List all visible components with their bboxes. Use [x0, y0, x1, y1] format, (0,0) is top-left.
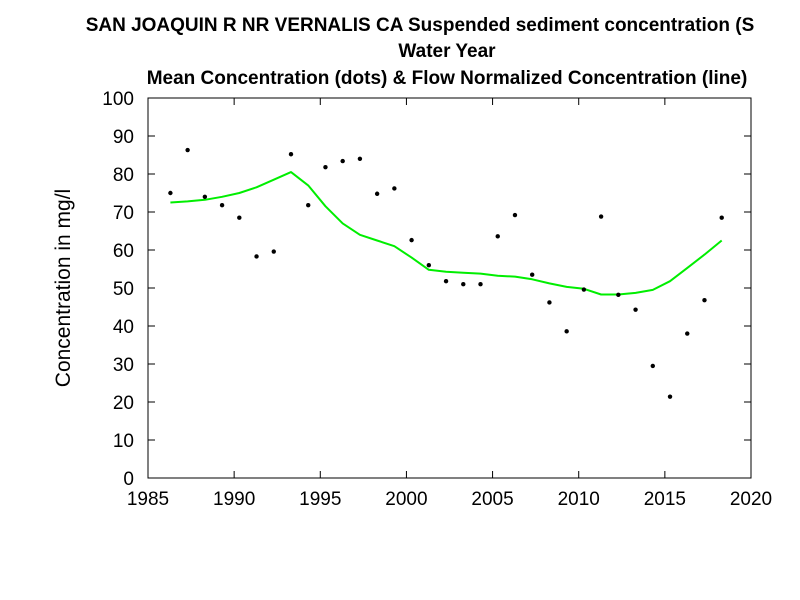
- mean-concentration-point: [288, 152, 294, 157]
- chart-title: SAN JOAQUIN R NR VERNALIS CA Suspended s…: [86, 15, 755, 36]
- mean-concentration-point: [443, 278, 449, 284]
- mean-concentration-point: [685, 331, 690, 336]
- y-tick-label: 70: [113, 203, 134, 224]
- mean-concentration-point: [168, 190, 173, 196]
- x-tick-label: 2005: [471, 489, 513, 510]
- x-tick-label: 2015: [644, 489, 686, 510]
- mean-concentration-point: [323, 164, 328, 170]
- mean-concentration-point: [616, 292, 621, 298]
- y-tick-label: 60: [113, 241, 134, 262]
- mean-concentration-point: [254, 254, 259, 259]
- mean-concentration-point: [219, 202, 225, 208]
- x-axis: 1985 1990 1995 2000 2005 2010 2015 2020: [127, 98, 772, 510]
- mean-concentration-point: [667, 394, 673, 399]
- mean-concentration-point: [598, 214, 604, 219]
- mean-concentration-point: [529, 272, 535, 277]
- mean-concentration-point: [547, 300, 552, 305]
- x-tick-label: 2000: [385, 489, 427, 510]
- y-axis-label: Concentration in mg/l: [52, 189, 75, 387]
- mean-concentration-point: [392, 186, 397, 191]
- mean-concentration-point: [374, 191, 380, 196]
- mean-concentration-point: [581, 287, 587, 292]
- y-tick-label: 10: [113, 431, 134, 452]
- mean-concentration-point: [564, 329, 569, 334]
- chart-subtitle-water-year: Water Year: [398, 41, 496, 62]
- y-tick-label: 40: [113, 317, 134, 338]
- x-tick-label: 1990: [213, 489, 255, 510]
- y-tick-label: 0: [123, 469, 134, 490]
- x-tick-label: 1985: [127, 489, 169, 510]
- y-tick-label: 80: [113, 165, 134, 186]
- mean-concentration-point: [409, 237, 414, 243]
- mean-concentration-point: [461, 282, 466, 287]
- mean-concentration-point: [185, 147, 190, 153]
- mean-concentration-series: [168, 147, 724, 399]
- mean-concentration-point: [271, 249, 276, 254]
- mean-concentration-point: [702, 297, 707, 303]
- y-tick-label: 50: [113, 279, 134, 300]
- y-axis: 0 10 20 30 40 50 60 70 80 90 100: [102, 89, 751, 490]
- x-tick-label: 2010: [558, 489, 600, 510]
- y-tick-label: 20: [113, 393, 134, 414]
- mean-concentration-point: [202, 194, 208, 199]
- mean-concentration-point: [633, 307, 638, 312]
- x-tick-label: 2020: [730, 489, 772, 510]
- mean-concentration-point: [237, 215, 242, 220]
- plot-frame: [147, 97, 752, 479]
- flow-normalized-line: [170, 171, 723, 296]
- mean-concentration-point: [306, 202, 311, 208]
- mean-concentration-point: [478, 282, 483, 287]
- y-tick-label: 90: [113, 127, 134, 148]
- y-tick-label: 30: [113, 355, 134, 376]
- mean-concentration-point: [719, 215, 724, 220]
- y-tick-label: 100: [102, 89, 134, 110]
- mean-concentration-point: [495, 234, 500, 239]
- mean-concentration-point: [426, 263, 432, 268]
- mean-concentration-point: [357, 156, 363, 161]
- mean-concentration-point: [512, 212, 518, 218]
- x-tick-label: 1995: [299, 489, 341, 510]
- chart-subtitle-legend-note: Mean Concentration (dots) & Flow Normali…: [147, 68, 748, 89]
- mean-concentration-point: [340, 158, 345, 164]
- flow-normalized-series: [170, 171, 723, 296]
- mean-concentration-point: [650, 363, 655, 369]
